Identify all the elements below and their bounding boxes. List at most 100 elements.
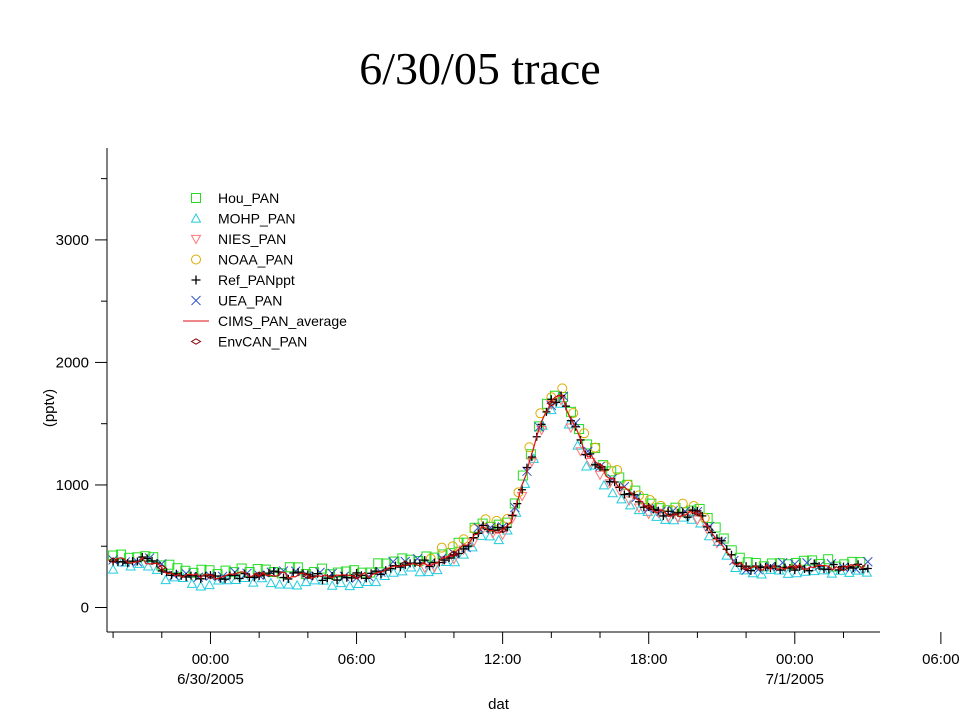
data-point-EnvCAN_PAN [546,400,557,407]
legend-item: MOHP_PAN [190,211,296,227]
data-point-MOHP_PAN [344,580,356,591]
data-point-MOHP_PAN [703,530,715,541]
data-point-Ref_PANppt [289,569,298,578]
legend-swatch-UEA_PAN [191,295,201,306]
legend-label: EnvCAN_PAN [218,334,307,350]
data-point-EnvCAN_PAN [351,573,362,580]
data-point-MOHP_PAN [186,578,198,588]
data-point-MOHP_PAN [405,561,417,572]
data-point-Ref_PANppt [264,569,273,578]
data-point-EnvCAN_PAN [302,573,313,580]
data-point-NOAA_PAN [447,541,458,552]
data-point-MOHP_PAN [204,579,215,590]
x-tick-label: 12:00 [484,651,522,668]
data-point-Hou_PAN [566,406,577,417]
data-point-Ref_PANppt [620,490,629,499]
legend-label: NOAA_PAN [218,252,293,268]
data-point-MOHP_PAN [300,576,312,587]
legend-swatch-NOAA_PAN [191,254,201,265]
data-point-MOHP_PAN [633,504,645,515]
data-point-Ref_PANppt [581,450,590,459]
x-tick-label: 00:00 [776,651,814,668]
data-point-Ref_PANppt [352,568,361,577]
data-point-MOHP_PAN [782,568,794,578]
series-MOHP_PAN [107,398,873,591]
data-point-MOHP_PAN [160,574,172,585]
data-point-Ref_PANppt [143,554,152,563]
data-point-MOHP_PAN [142,560,154,571]
x-tick-date-label: 7/1/2005 [766,671,824,688]
data-point-MOHP_PAN [361,576,373,587]
data-point-MOHP_PAN [107,563,119,574]
y-tick-label: 2000 [56,354,89,371]
data-point-EnvCAN_PAN [692,510,703,517]
chart-axes: 0 1000 2000 3000 00:00 6/30/2005 06:00 12:00 18:… [41,148,960,713]
data-point-MOHP_PAN [607,487,619,498]
data-point-NOAA_PAN [644,494,655,505]
data-point-Hou_PAN [373,558,384,569]
legend-label: Hou_PAN [218,190,279,206]
data-point-Ref_PANppt [269,567,278,576]
legend-label: Ref_PANppt [218,272,295,288]
data-point-MOHP_PAN [467,541,478,552]
data-point-MOHP_PAN [230,574,242,585]
legend-label: UEA_PAN [218,293,282,309]
data-point-EnvCAN_PAN [448,550,459,557]
data-point-Hou_PAN [614,472,625,483]
data-point-MOHP_PAN [379,570,391,581]
data-point-MOHP_PAN [624,499,636,510]
legend-item: Ref_PANppt [191,272,295,288]
data-point-Ref_PANppt [396,563,405,572]
data-point-EnvCAN_PAN [400,560,411,567]
data-point-Ref_PANppt [664,507,673,516]
x-axis-label: dat [488,696,510,713]
data-point-NOAA_PAN [623,479,634,490]
data-point-Hou_PAN [823,554,834,565]
data-point-NOAA_PAN [568,408,579,419]
legend-label: CIMS_PAN_average [218,313,347,329]
data-point-Hou_PAN [807,555,818,566]
data-point-MOHP_PAN [151,564,163,574]
data-point-MOHP_PAN [195,580,207,591]
x-tick-label: 18:00 [630,651,668,668]
legend-item: UEA_PAN [191,293,282,309]
data-point-MOHP_PAN [370,576,382,587]
data-point-EnvCAN_PAN [156,564,167,571]
data-point-NIES_PAN [594,470,606,481]
data-point-NOAA_PAN [458,534,469,545]
data-point-MOHP_PAN [388,567,399,577]
data-point-MOHP_PAN [265,577,277,588]
data-point-MOHP_PAN [545,404,557,415]
data-point-MOHP_PAN [756,568,768,579]
data-point-Ref_PANppt [235,574,244,583]
data-point-MOHP_PAN [247,576,259,587]
data-point-NOAA_PAN [677,498,688,509]
data-point-MOHP_PAN [475,530,487,540]
data-point-Hou_PAN [188,567,199,578]
data-point-MOHP_PAN [581,460,592,471]
data-point-NOAA_PAN [612,464,623,475]
legend-item: EnvCAN_PAN [190,334,307,350]
y-tick-label: 0 [81,599,89,616]
data-point-Hou_PAN [517,470,528,481]
series-UEA_PAN [108,391,873,583]
data-point-Ref_PANppt [459,544,468,553]
data-point-Ref_PANppt [863,564,872,573]
legend-swatch-Ref_PANppt [191,275,201,285]
data-point-EnvCAN_PAN [838,565,849,572]
data-point-Ref_PANppt [493,523,502,532]
data-point-Ref_PANppt [683,513,692,522]
data-point-Ref_PANppt [221,575,230,584]
data-point-Ref_PANppt [196,574,205,583]
data-point-EnvCAN_PAN [643,504,654,511]
data-point-UEA_PAN [473,522,484,533]
data-point-MOHP_PAN [274,578,285,589]
legend-label: NIES_PAN [218,231,286,247]
data-point-Ref_PANppt [659,511,668,520]
data-point-Ref_PANppt [649,505,658,514]
legend-item: Hou_PAN [191,190,279,206]
data-point-Ref_PANppt [829,560,838,569]
x-tick-label: 06:00 [338,651,376,668]
data-point-Ref_PANppt [333,576,342,585]
